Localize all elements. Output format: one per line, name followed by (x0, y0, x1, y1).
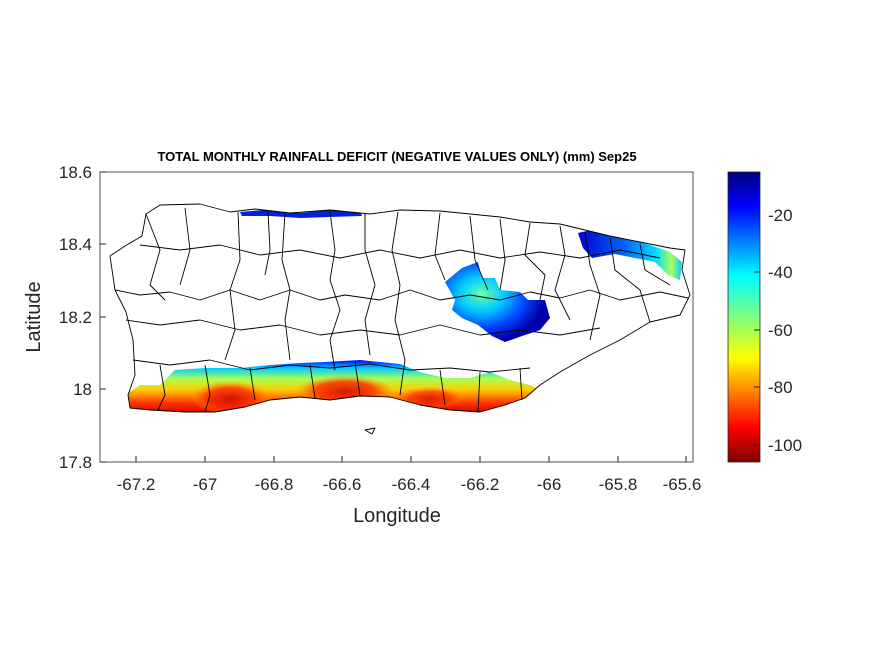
map-title: TOTAL MONTHLY RAINFALL DEFICIT (NEGATIVE… (157, 149, 636, 164)
x-tick-label: -66.4 (392, 475, 431, 494)
colorbar-tick-label: -40 (768, 263, 793, 282)
deficit-hotspot-west (190, 377, 270, 412)
colorbar-tick-label: -60 (768, 321, 793, 340)
x-tick-label: -65.6 (663, 475, 702, 494)
x-tick-label: -66.2 (461, 475, 500, 494)
deficit-region-northeast (578, 228, 682, 280)
y-tick-label: 18.4 (59, 235, 92, 254)
x-tick-label: -67.2 (117, 475, 156, 494)
map-axes-frame (99, 171, 694, 463)
y-tick-label: 18.2 (59, 308, 92, 327)
y-axis-label: Latitude (23, 281, 45, 352)
y-tick-label: 17.8 (59, 453, 92, 472)
x-axis-label: Longitude (353, 505, 441, 527)
x-axis: -67.2 -67 -66.8 -66.6 -66.4 -66.2 -66 -6… (117, 456, 702, 494)
x-tick-label: -67 (193, 475, 218, 494)
colorbar-gradient (727, 171, 761, 463)
y-axis: 18.6 18.4 18.2 18 17.8 (59, 163, 106, 472)
colorbar-tick-label: -20 (768, 206, 793, 225)
x-tick-label: -66.8 (255, 475, 294, 494)
y-tick-label: 18 (73, 380, 92, 399)
y-tick-label: 18.6 (59, 163, 92, 182)
x-tick-label: -66 (537, 475, 562, 494)
deficit-region-north-coast (240, 209, 362, 218)
colorbar-tick-label: -100 (768, 436, 802, 455)
deficit-region-central-east (445, 262, 550, 342)
colorbar-tick-label: -80 (768, 378, 793, 397)
deficit-hotspot-east (395, 384, 465, 408)
municipality-boundaries (109, 203, 691, 435)
colorbar: -20 -40 -60 -80 -100 (727, 171, 802, 463)
x-tick-label: -66.6 (323, 475, 362, 494)
x-tick-label: -65.8 (599, 475, 638, 494)
